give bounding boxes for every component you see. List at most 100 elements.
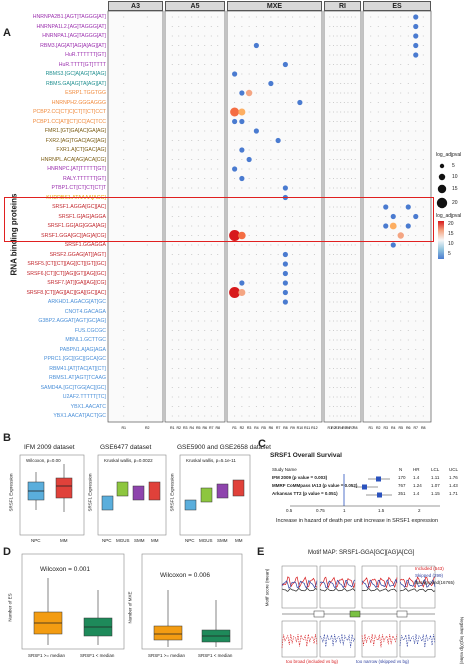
panel-d-stat-2: Wilcoxon = 0.006	[160, 572, 211, 579]
empty-dot	[178, 330, 180, 331]
empty-dot	[415, 187, 417, 189]
empty-dot	[422, 102, 424, 103]
empty-dot	[329, 254, 331, 255]
empty-dot	[351, 396, 353, 398]
empty-dot	[332, 282, 334, 284]
empty-dot	[370, 330, 372, 331]
empty-dot	[210, 368, 212, 369]
empty-dot	[171, 83, 173, 84]
empty-dot	[197, 149, 199, 151]
empty-dot	[292, 358, 294, 360]
empty-dot	[415, 64, 417, 65]
empty-dot	[123, 282, 125, 284]
empty-dot	[370, 121, 372, 122]
empty-dot	[248, 339, 250, 341]
empty-dot	[370, 45, 372, 46]
empty-dot	[255, 149, 257, 151]
empty-dot	[184, 159, 186, 160]
panel-b-group-3-1: NPC	[185, 538, 195, 543]
empty-dot	[306, 159, 308, 160]
empty-dot	[351, 349, 353, 350]
empty-dot	[263, 168, 265, 170]
empty-dot	[400, 102, 402, 103]
empty-dot	[210, 387, 212, 388]
empty-dot	[217, 26, 219, 27]
empty-dot	[255, 111, 257, 113]
empty-dot	[354, 349, 356, 350]
empty-dot	[354, 244, 356, 246]
empty-dot	[171, 187, 173, 189]
empty-dot	[255, 273, 257, 274]
empty-dot	[347, 254, 349, 255]
empty-dot	[277, 35, 279, 37]
empty-dot	[400, 83, 402, 84]
empty-dot	[241, 187, 243, 189]
empty-dot	[234, 102, 236, 103]
empty-dot	[313, 349, 315, 350]
empty-dot	[204, 330, 206, 331]
empty-dot	[146, 178, 148, 179]
empty-dot	[284, 130, 286, 132]
empty-dot	[284, 235, 286, 236]
empty-dot	[270, 159, 272, 160]
rbp-label: SRSF1.AGGA[GC][AC]	[52, 204, 106, 210]
empty-dot	[422, 292, 424, 293]
empty-dot	[306, 282, 308, 284]
boxplot-es	[21, 553, 125, 650]
motif-panel-top-1	[319, 565, 356, 609]
empty-dot	[313, 178, 315, 179]
empty-dot	[392, 311, 394, 312]
panel-d-label: D	[3, 546, 11, 558]
empty-dot	[422, 111, 424, 113]
empty-dot	[270, 273, 272, 274]
empty-dot	[191, 187, 193, 189]
empty-dot	[284, 320, 286, 322]
empty-dot	[191, 396, 193, 398]
empty-dot	[306, 273, 308, 274]
empty-dot	[217, 149, 219, 151]
empty-dot	[241, 330, 243, 331]
empty-dot	[248, 330, 250, 331]
empty-dot	[415, 273, 417, 274]
region-label: R2	[240, 426, 245, 430]
empty-dot	[171, 225, 173, 227]
empty-dot	[415, 244, 417, 246]
empty-dot	[204, 396, 206, 398]
empty-dot	[123, 396, 125, 398]
empty-dot	[370, 406, 372, 407]
empty-dot	[385, 301, 387, 303]
empty-dot	[210, 377, 212, 379]
size-legend	[436, 163, 448, 209]
empty-dot	[415, 358, 417, 360]
empty-dot	[336, 16, 338, 18]
empty-dot	[422, 396, 424, 398]
empty-dot	[191, 73, 193, 75]
empty-dot	[234, 54, 236, 56]
empty-dot	[241, 358, 243, 360]
empty-dot	[210, 83, 212, 84]
panel-b-group-1-2: MM	[60, 538, 68, 543]
empty-dot	[263, 396, 265, 398]
significant-dot	[246, 156, 252, 163]
empty-dot	[354, 178, 356, 179]
included-line	[281, 576, 318, 589]
significant-dot	[282, 185, 288, 191]
empty-dot	[347, 273, 349, 274]
empty-dot	[299, 92, 301, 94]
empty-dot	[347, 358, 349, 360]
empty-dot	[248, 273, 250, 274]
empty-dot	[263, 263, 265, 265]
empty-dot	[248, 415, 250, 417]
forest-cell-lcl: 1.15	[431, 491, 440, 496]
empty-dot	[284, 92, 286, 94]
empty-dot	[292, 377, 294, 379]
empty-dot	[415, 263, 417, 265]
empty-dot	[255, 396, 257, 398]
empty-dot	[347, 320, 349, 322]
panel-e-title: Motif MAP: SRSF1-GGA[GC][AG]A[CG]	[308, 550, 415, 556]
empty-dot	[217, 83, 219, 84]
empty-dot	[171, 244, 173, 246]
empty-dot	[146, 339, 148, 341]
empty-dot	[354, 301, 356, 303]
empty-dot	[385, 73, 387, 75]
